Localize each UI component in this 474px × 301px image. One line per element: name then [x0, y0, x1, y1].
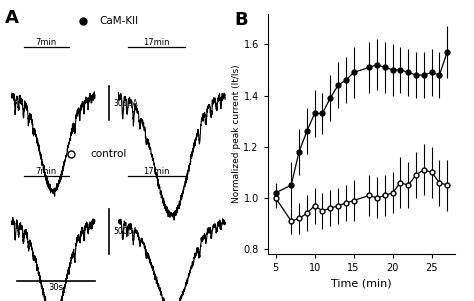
Text: 30s: 30s [48, 283, 63, 292]
Text: 17min: 17min [143, 167, 170, 176]
Text: CaM-KII: CaM-KII [100, 16, 139, 26]
Text: A: A [5, 9, 18, 27]
Text: control: control [90, 148, 127, 159]
X-axis label: Time (min): Time (min) [331, 279, 392, 289]
Y-axis label: Normalized peak current (It/Is): Normalized peak current (It/Is) [232, 65, 241, 203]
Text: 17min: 17min [143, 38, 170, 47]
Text: 7min: 7min [36, 167, 57, 176]
Text: 7min: 7min [36, 38, 57, 47]
Text: B: B [234, 11, 248, 29]
Text: 300pA: 300pA [114, 99, 138, 108]
Text: 500pA: 500pA [114, 227, 138, 236]
